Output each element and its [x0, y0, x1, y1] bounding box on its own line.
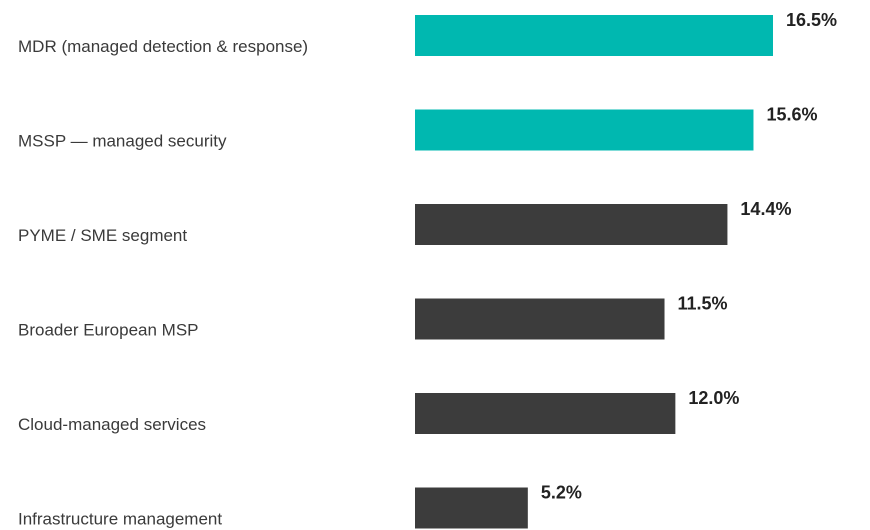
bar-5 — [415, 487, 528, 529]
bar-3 — [415, 298, 665, 340]
bar-1 — [415, 109, 754, 151]
category-label: PYME / SME segment — [18, 226, 187, 245]
category-label: MDR (managed detection & response) — [18, 37, 308, 56]
category-label: Infrastructure management — [18, 510, 222, 529]
value-label: 14.4% — [740, 199, 791, 219]
bar-0 — [415, 15, 773, 56]
value-label: 11.5% — [678, 294, 728, 314]
bar-4 — [415, 393, 676, 434]
category-labels-group: MDR (managed detection & response) MSSP —… — [18, 37, 308, 529]
value-label: 15.6% — [766, 105, 817, 125]
category-label: Cloud-managed services — [18, 415, 206, 434]
value-labels-group: 16.5% 15.6% 14.4% 11.5% 12.0% 5.2% — [541, 10, 837, 503]
value-label: 12.0% — [688, 388, 739, 408]
bar-2 — [415, 204, 728, 245]
value-label: 16.5% — [786, 10, 837, 30]
category-label: Broader European MSP — [18, 321, 199, 340]
value-label: 5.2% — [541, 483, 582, 503]
category-label: MSSP — managed security — [18, 132, 227, 151]
bars-group — [415, 15, 773, 529]
